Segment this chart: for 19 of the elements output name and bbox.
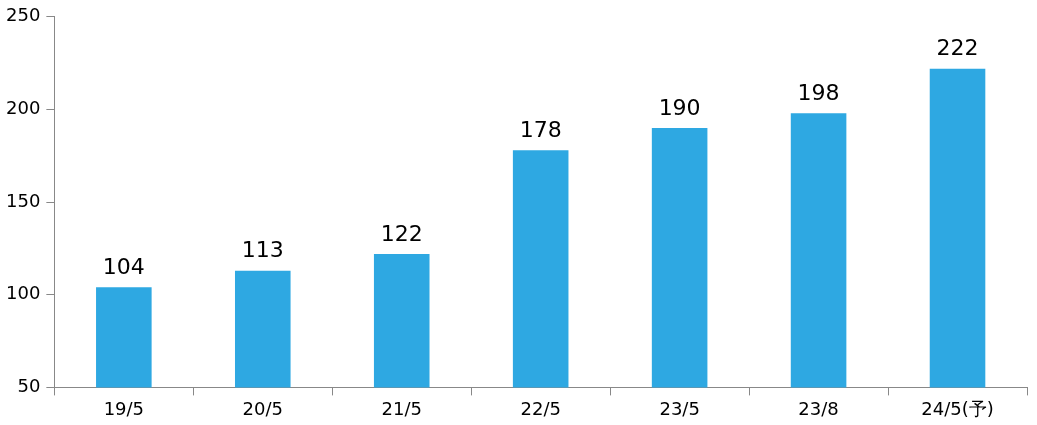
y-tick-label: 200 [6, 97, 41, 119]
data-label: 190 [658, 94, 701, 120]
data-label: 198 [797, 79, 840, 105]
data-label: 178 [519, 116, 562, 142]
x-tick-label: 20/5 [242, 397, 283, 419]
x-tick-label: 19/5 [103, 397, 145, 419]
y-tick-label: 250 [6, 4, 41, 26]
y-tick-label: 100 [6, 282, 41, 304]
y-tick-label: 50 [17, 375, 41, 397]
x-tick-label: 23/8 [798, 397, 839, 419]
x-tick-label: 23/5 [659, 397, 700, 419]
x-tick-label: 21/5 [381, 397, 422, 419]
data-label: 222 [936, 35, 979, 61]
y-tick-label: 150 [6, 189, 41, 211]
data-label: 104 [102, 254, 145, 280]
x-tick-label: 22/5 [520, 397, 561, 419]
data-label: 113 [241, 237, 284, 263]
data-label: 122 [380, 220, 423, 246]
x-tick-label: 24/5(予) [921, 397, 994, 419]
